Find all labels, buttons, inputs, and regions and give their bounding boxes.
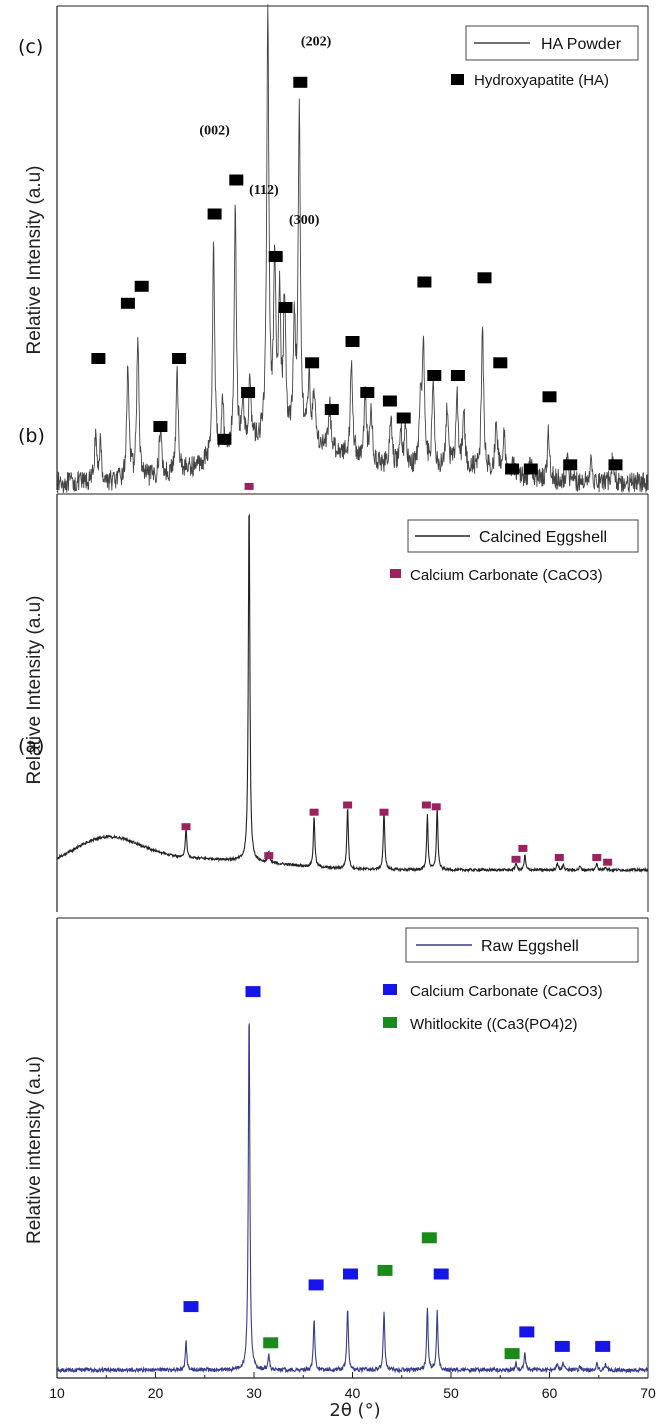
x-tick-label: 40 [345,1385,361,1401]
phase-marker [229,174,244,186]
phase-marker [542,391,557,403]
phase-marker [172,353,187,364]
panel-c-ylabel: Relative Intensity (a.u) [24,165,45,354]
phase-marker [554,1340,570,1352]
phase-marker [241,387,256,398]
phase-marker [379,808,389,816]
phase-marker [343,801,353,809]
phase-marker [421,1232,437,1244]
phase-marker [134,280,149,292]
phase-marker [183,1301,199,1313]
phase-marker [377,1264,393,1276]
phase-marker [608,459,623,471]
panel-c-legend: HA Powder Hydroxyapatite (HA) [451,25,639,89]
xrd-trace [56,1023,649,1374]
panel-a-xlabel: 2θ (°) [329,1400,380,1421]
phase-marker [450,370,465,381]
phase-marker [91,353,106,364]
phase-marker [595,1340,611,1352]
phase-marker [278,302,293,313]
x-tick-label: 30 [246,1385,262,1401]
phase-marker [244,482,254,490]
phase-marker [293,76,308,88]
panel-b-label: (b) [18,425,45,447]
miller-index-label: (112) [249,183,279,198]
panel-b: Relative Intensity (a.u) (a) Calcined Eg… [18,482,649,912]
legend-marker-label: Hydroxyapatite (HA) [474,72,609,89]
legend-line-label: Raw Eggshell [481,938,579,955]
x-tick-label: 60 [542,1385,558,1401]
panel-a-legend: Raw Eggshell Calcium Carbonate (CaCO3) W… [383,927,639,1033]
legend-line-label: Calcined Eggshell [479,529,607,546]
xrd-trace [56,4,649,494]
phase-marker [324,404,339,415]
legend-marker-label: Calcium Carbonate (CaCO3) [410,567,603,584]
phase-marker [523,463,538,475]
phase-marker [431,803,441,811]
legend-marker-label: Whitlockite ((Ca3(PO4)2) [410,1016,578,1033]
phase-marker [505,463,520,475]
legend-marker-label: Calcium Carbonate (CaCO3) [410,983,603,1000]
x-tick-label: 50 [443,1385,459,1401]
phase-marker [181,823,191,831]
phase-marker [427,370,442,381]
miller-index-label: (202) [301,34,332,49]
phase-marker [263,1337,279,1349]
phase-marker [207,208,222,220]
phase-marker [305,357,320,369]
x-tick-label: 20 [148,1385,164,1401]
phase-marker [554,854,564,861]
phase-marker [345,336,360,347]
phase-marker [268,251,283,262]
phase-marker [360,387,375,398]
phase-marker [511,855,521,863]
phase-marker [120,297,135,309]
phase-marker [309,808,319,816]
x-tick-label: 10 [49,1385,65,1401]
phase-marker [264,852,274,860]
panel-a: Relative intensity (a.u) 2θ (°) Raw Eggs… [24,917,656,1421]
phase-marker [563,459,578,471]
xrd-trace [56,513,649,874]
phase-marker [603,858,613,866]
phase-marker [153,421,168,432]
miller-index-label: (002) [199,124,230,139]
phase-marker [245,986,261,998]
legend-line-label: HA Powder [541,36,622,53]
phase-marker [504,1348,520,1360]
panel-c-label: (c) [18,36,43,58]
panel-a-label: (a) [18,735,44,757]
phase-marker [343,1268,358,1280]
phase-marker [417,276,432,288]
panel-c: Relative Intensity (a.u) (c) (b) HA Powd… [18,4,649,494]
x-tick-label: 70 [640,1385,656,1401]
panel-b-ylabel: Relative Intensity (a.u) [24,595,45,784]
miller-index-label: (300) [289,213,320,228]
phase-marker [518,844,528,852]
phase-marker [396,412,411,424]
phase-marker [519,1326,535,1338]
phase-marker [592,854,602,861]
phase-marker [493,357,508,369]
panel-b-legend: Calcined Eggshell Calcium Carbonate (CaC… [390,519,639,584]
phase-marker [382,395,397,407]
phase-marker [308,1279,324,1291]
phase-marker [433,1268,449,1280]
phase-marker [421,801,431,809]
phase-marker [477,272,492,284]
phase-marker [217,433,232,445]
panel-a-ylabel: Relative intensity (a.u) [24,1056,45,1244]
